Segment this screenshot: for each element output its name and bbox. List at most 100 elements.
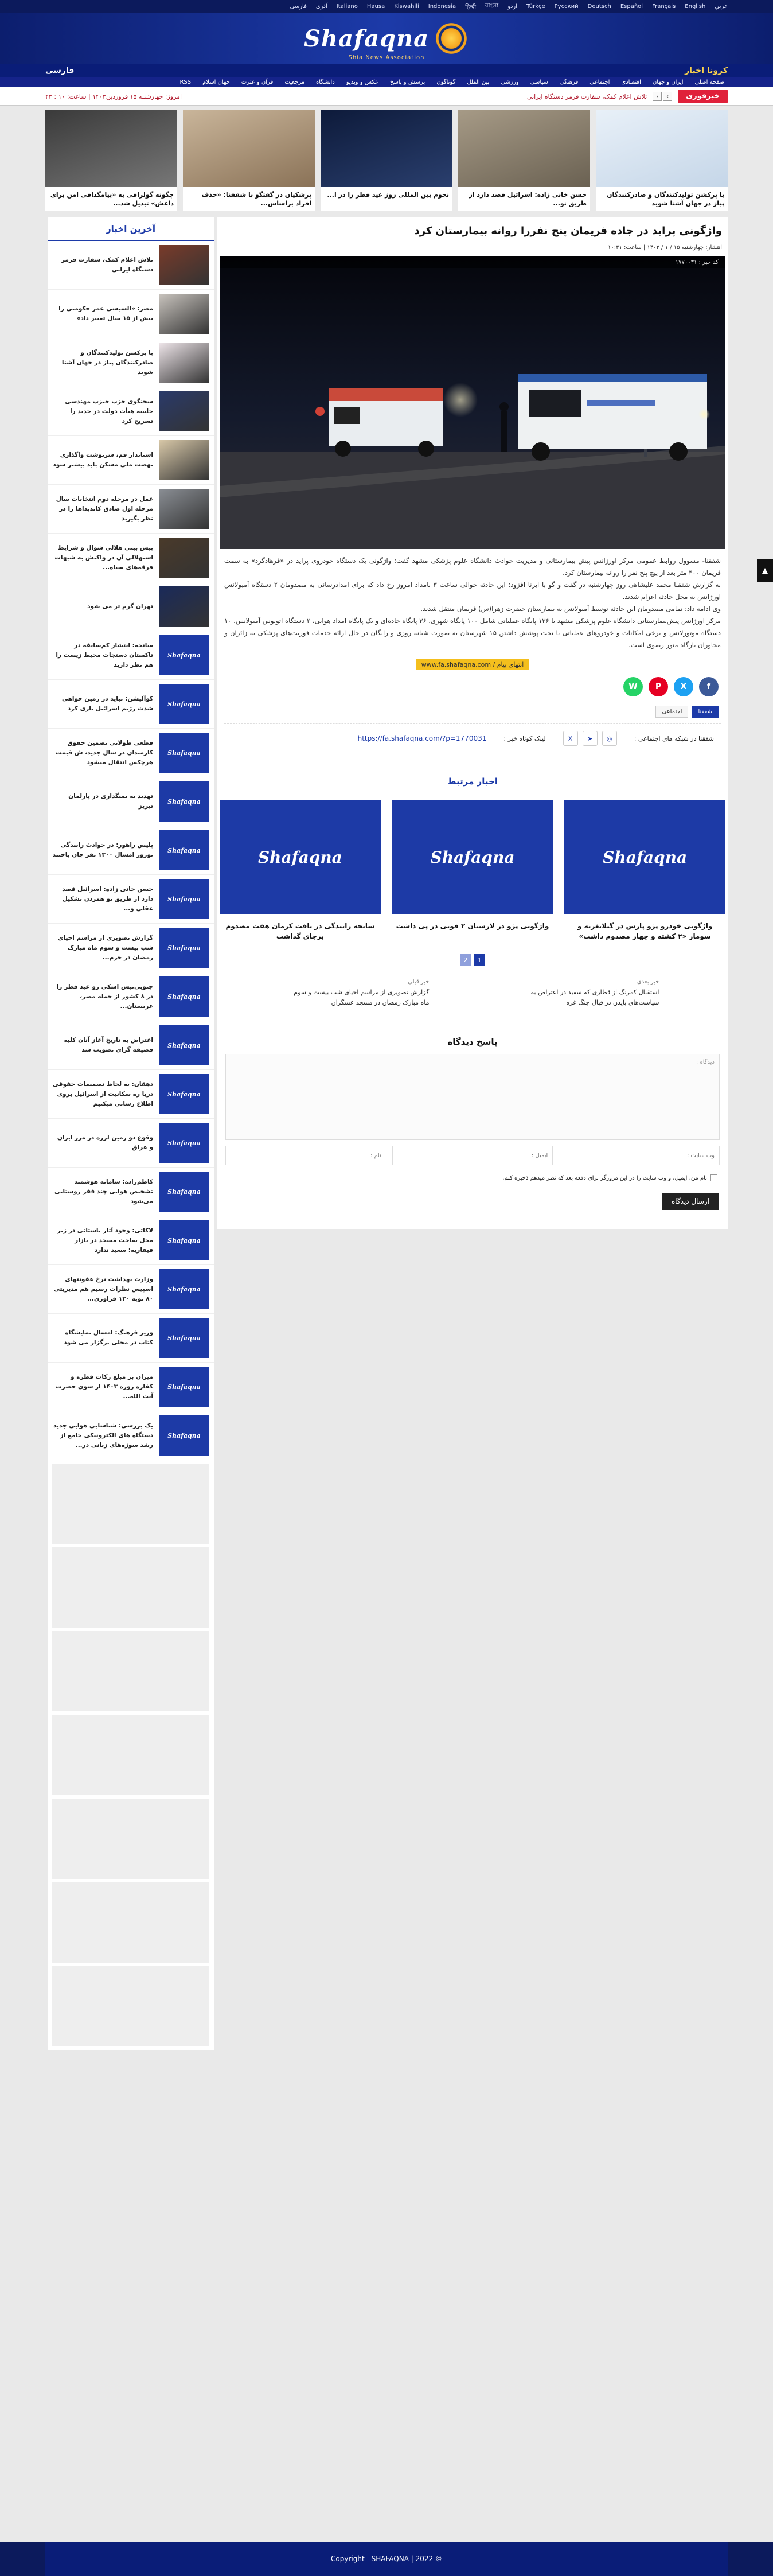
name-field[interactable] bbox=[225, 1146, 386, 1165]
related-caption[interactable]: واژگونی پژو در لارستان ۲ فوتی در پی داشت bbox=[396, 922, 549, 930]
chevron-up-icon[interactable]: ▲ bbox=[757, 559, 773, 582]
language-link[interactable]: বাংলা bbox=[485, 2, 499, 9]
sidebar-news-caption[interactable]: وزارت بهداشت نرخ عفونتهای اسپیس نظرات رس… bbox=[53, 1275, 153, 1302]
slider-card[interactable]: چگونه گولزاقی به «پیامگذاقی امن برای داع… bbox=[45, 110, 177, 211]
sidebar-news-caption[interactable]: وقوع دو زمین لرزه در مرز ایران و عراق bbox=[57, 1134, 153, 1151]
slider-card[interactable]: حسن خانی زاده: اسرائیل قصد دارد از طریق … bbox=[458, 110, 590, 211]
menu-item[interactable]: فرهنگی bbox=[559, 79, 579, 85]
language-link[interactable]: Kiswahili bbox=[394, 3, 419, 10]
pager-button[interactable]: 2 bbox=[460, 954, 471, 966]
slider-caption[interactable]: حسن خانی زاده: اسرائیل قصد دارد از طریق … bbox=[469, 191, 587, 207]
site-logo[interactable]: Shafaqna Shia News Association bbox=[292, 18, 481, 61]
adjacent-news[interactable]: خبر قبلی گزارش تصویری از مراسم احیای شب ب… bbox=[286, 977, 429, 1008]
language-link[interactable]: عربي bbox=[715, 3, 728, 10]
slider-caption[interactable]: با پرکشن تولیدکنندگان و صادرکنندگان پیاز… bbox=[607, 191, 724, 207]
language-link[interactable]: اردو bbox=[507, 3, 518, 10]
language-link[interactable]: آذری bbox=[315, 3, 327, 10]
menu-item[interactable]: اجتماعی bbox=[589, 79, 610, 85]
sidebar-news-item[interactable]: تهران گرم تر می شود bbox=[48, 582, 214, 631]
farsi-label[interactable]: فارسی bbox=[45, 66, 75, 75]
sidebar-news-item[interactable]: Shafaqna وزارت بهداشت نرخ عفونتهای اسپیس … bbox=[48, 1265, 214, 1314]
language-link[interactable]: Hausa bbox=[366, 3, 385, 10]
sidebar-news-item[interactable]: Shafaqna کوآلیشن: نباید در زمین خواهی شدت… bbox=[48, 680, 214, 729]
language-link[interactable]: Deutsch bbox=[587, 3, 611, 10]
sidebar-news-caption[interactable]: پلیس راهور: در حوادث رانندگی نوروز امسال… bbox=[52, 842, 154, 858]
language-link[interactable]: Indonesia bbox=[428, 3, 456, 10]
sidebar-news-item[interactable]: Shafaqna وقوع دو زمین لرزه در مرز ایران و… bbox=[48, 1119, 214, 1168]
sidebar-news-item[interactable]: تلاش اعلام کمک، سفارت قرمز دستگاه ایرانی bbox=[48, 241, 214, 290]
sidebar-news-caption[interactable]: استاندار قم، سرنوشت واگذاری نهضت ملی مسک… bbox=[53, 452, 153, 468]
chevron-right-icon[interactable]: › bbox=[663, 92, 673, 101]
sidebar-news-caption[interactable]: کاظم‌زاده: سامانه هوشمند تشخیص هوایی چند… bbox=[54, 1178, 153, 1205]
slider-card[interactable]: نجوم بین المللی روز عید فطر را در ا... bbox=[321, 110, 452, 211]
sidebar-news-caption[interactable]: حسن خانی زاده: اسرائیل قصد دارد از طریق … bbox=[62, 885, 153, 912]
twitter-icon[interactable]: X bbox=[674, 677, 693, 696]
sidebar-news-item[interactable]: مصر: «السیسی عمر حکومتی را بیش از ۱۵ سال… bbox=[48, 290, 214, 338]
related-card[interactable]: Shafaqna سانحه رانندگی در بافت کرمان هفت … bbox=[219, 800, 381, 948]
email-field[interactable] bbox=[392, 1146, 553, 1165]
facebook-icon[interactable]: f bbox=[699, 677, 719, 696]
pager-button[interactable]: 1 bbox=[474, 954, 485, 966]
slider-card[interactable]: با پرکشن تولیدکنندگان و صادرکنندگان پیاز… bbox=[596, 110, 728, 211]
sidebar-news-item[interactable]: عمل در مرحله دوم انتخابات سال مرحله اول … bbox=[48, 485, 214, 534]
website-field[interactable] bbox=[559, 1146, 720, 1165]
related-caption[interactable]: سانحه رانندگی در بافت کرمان هفت مصدوم بر… bbox=[225, 922, 375, 940]
sidebar-news-caption[interactable]: پیش بینی هلالی شوال و شرایط استهلالی آن … bbox=[54, 544, 153, 571]
slider-caption[interactable]: نجوم بین المللی روز عید فطر را در ا... bbox=[327, 191, 449, 199]
menu-item[interactable]: عکس و ویدیو bbox=[346, 79, 379, 85]
sidebar-news-caption[interactable]: با پرکشن تولیدکنندگان و صادرکنندگان پیاز… bbox=[61, 349, 153, 376]
sidebar-news-caption[interactable]: دهقان: به لحاظ تصمیمات حقوقی دربا ره سکا… bbox=[53, 1080, 153, 1107]
menu-item[interactable]: قرآن و عترت bbox=[241, 79, 274, 85]
menu-item[interactable]: اقتصادی bbox=[621, 79, 641, 85]
sidebar-news-item[interactable]: Shafaqna میزان بر مبلغ زکات فطره و کفاره … bbox=[48, 1363, 214, 1411]
submit-comment-button[interactable]: ارسال دیدگاه bbox=[662, 1193, 719, 1210]
sidebar-news-caption[interactable]: سانحه: انتشار کم‌سابقه در تاکستان دستجات… bbox=[56, 641, 153, 668]
sidebar-news-item[interactable]: Shafaqna دهقان: به لحاظ تصمیمات حقوقی درب… bbox=[48, 1070, 214, 1119]
sidebar-news-item[interactable]: Shafaqna کاظم‌زاده: سامانه هوشمند تشخیص ه… bbox=[48, 1168, 214, 1216]
menu-item[interactable]: جهان اسلام bbox=[202, 79, 230, 85]
sidebar-news-caption[interactable]: اعتراض به تاریخ آغاز آنان کلیه قضیفه گرا… bbox=[64, 1037, 153, 1053]
sidebar-news-item[interactable]: با پرکشن تولیدکنندگان و صادرکنندگان پیاز… bbox=[48, 338, 214, 387]
menu-item[interactable]: صفحه اصلی bbox=[694, 79, 724, 85]
breaking-text[interactable]: تلاش اعلام کمک، سفارت قرمز دستگاه ایرانی bbox=[526, 92, 647, 100]
sidebar-news-item[interactable]: پیش بینی هلالی شوال و شرایط استهلالی آن … bbox=[48, 534, 214, 582]
sidebar-news-item[interactable]: Shafaqna قطعی طولانی تضمین حقوق کارمندان … bbox=[48, 729, 214, 777]
sidebar-news-caption[interactable]: تهدید به بمبگذاری در پارلمان تبریز bbox=[68, 793, 153, 810]
covid-news-link[interactable]: کرونا اخبار bbox=[685, 66, 728, 75]
sidebar-news-caption[interactable]: گزارش تصویری از مراسم احیای شب بیست و سو… bbox=[57, 934, 153, 961]
menu-item[interactable]: ایران و جهان bbox=[652, 79, 684, 85]
menu-item[interactable]: گوناگون bbox=[436, 79, 456, 85]
end-tag-label[interactable]: انتهای پیام / www.fa.shafaqna.com bbox=[415, 659, 530, 670]
sidebar-news-item[interactable]: Shafaqna پلیس راهور: در حوادث رانندگی نور… bbox=[48, 826, 214, 875]
sidebar-news-item[interactable]: Shafaqna وزیر فرهنگ: امسال نمایشگاه کتاب … bbox=[48, 1314, 214, 1363]
sidebar-news-item[interactable]: Shafaqna اعتراض به تاریخ آغاز آنان کلیه ق… bbox=[48, 1021, 214, 1070]
x-icon[interactable]: X bbox=[563, 731, 578, 746]
tag-chip[interactable]: اجتماعی bbox=[655, 706, 689, 718]
slider-card[interactable]: پزشکیان در گفتگو با شفقنا: «حذف افراد بر… bbox=[183, 110, 315, 211]
sidebar-news-caption[interactable]: تلاش اعلام کمک، سفارت قرمز دستگاه ایرانی bbox=[61, 256, 153, 273]
sidebar-news-item[interactable]: سخنگوی حزب حیزب مهندسی جلسه هیأت دولت در… bbox=[48, 387, 214, 436]
sidebar-news-item[interactable]: Shafaqna تهدید به بمبگذاری در پارلمان تبر… bbox=[48, 777, 214, 826]
sidebar-news-caption[interactable]: تهران گرم تر می شود bbox=[87, 602, 153, 610]
sidebar-news-item[interactable]: Shafaqna سانحه: انتشار کم‌سابقه در تاکستا… bbox=[48, 631, 214, 680]
related-card[interactable]: Shafaqna واژگونی خودرو پژو پارس در گیلانغ… bbox=[564, 800, 725, 948]
sidebar-news-caption[interactable]: مصر: «السیسی عمر حکومتی را بیش از ۱۵ سال… bbox=[58, 305, 153, 322]
pinterest-icon[interactable]: P bbox=[649, 677, 668, 696]
language-link[interactable]: فارسی bbox=[290, 3, 307, 10]
sidebar-news-item[interactable]: Shafaqna حسن خانی زاده: اسرائیل قصد دارد … bbox=[48, 875, 214, 924]
tag-chip[interactable]: شفقنا bbox=[692, 706, 719, 718]
sidebar-news-caption[interactable]: لاکاتی: وجود آثار باستانی در زیر محل ساخ… bbox=[57, 1227, 153, 1254]
comment-textarea[interactable]: دیدگاه : bbox=[225, 1054, 720, 1140]
instagram-icon[interactable]: ◎ bbox=[602, 731, 617, 746]
sidebar-news-caption[interactable]: وزیر فرهنگ: امسال نمایشگاه کتاب در محلی … bbox=[64, 1329, 153, 1346]
short-link[interactable]: https://fa.shafaqna.com/?p=1770031 bbox=[357, 734, 487, 742]
language-link[interactable]: Русский bbox=[554, 3, 579, 10]
language-link[interactable]: Türkçe bbox=[526, 3, 545, 10]
slider-caption[interactable]: چگونه گولزاقی به «پیامگذاقی امن برای داع… bbox=[50, 191, 174, 207]
sidebar-news-caption[interactable]: قطعی طولانی تضمین حقوق کارمندان در سال ج… bbox=[55, 739, 153, 766]
sidebar-news-caption[interactable]: میزان بر مبلغ زکات فطره و کفاره روزه ۱۴۰… bbox=[56, 1373, 153, 1400]
sidebar-news-item[interactable]: Shafaqna جنوبی‌نیس اسکی رو عید فطر را در … bbox=[48, 972, 214, 1021]
language-link[interactable]: Français bbox=[652, 3, 676, 10]
menu-item[interactable]: بین الملل bbox=[467, 79, 490, 85]
language-link[interactable]: Español bbox=[620, 3, 643, 10]
